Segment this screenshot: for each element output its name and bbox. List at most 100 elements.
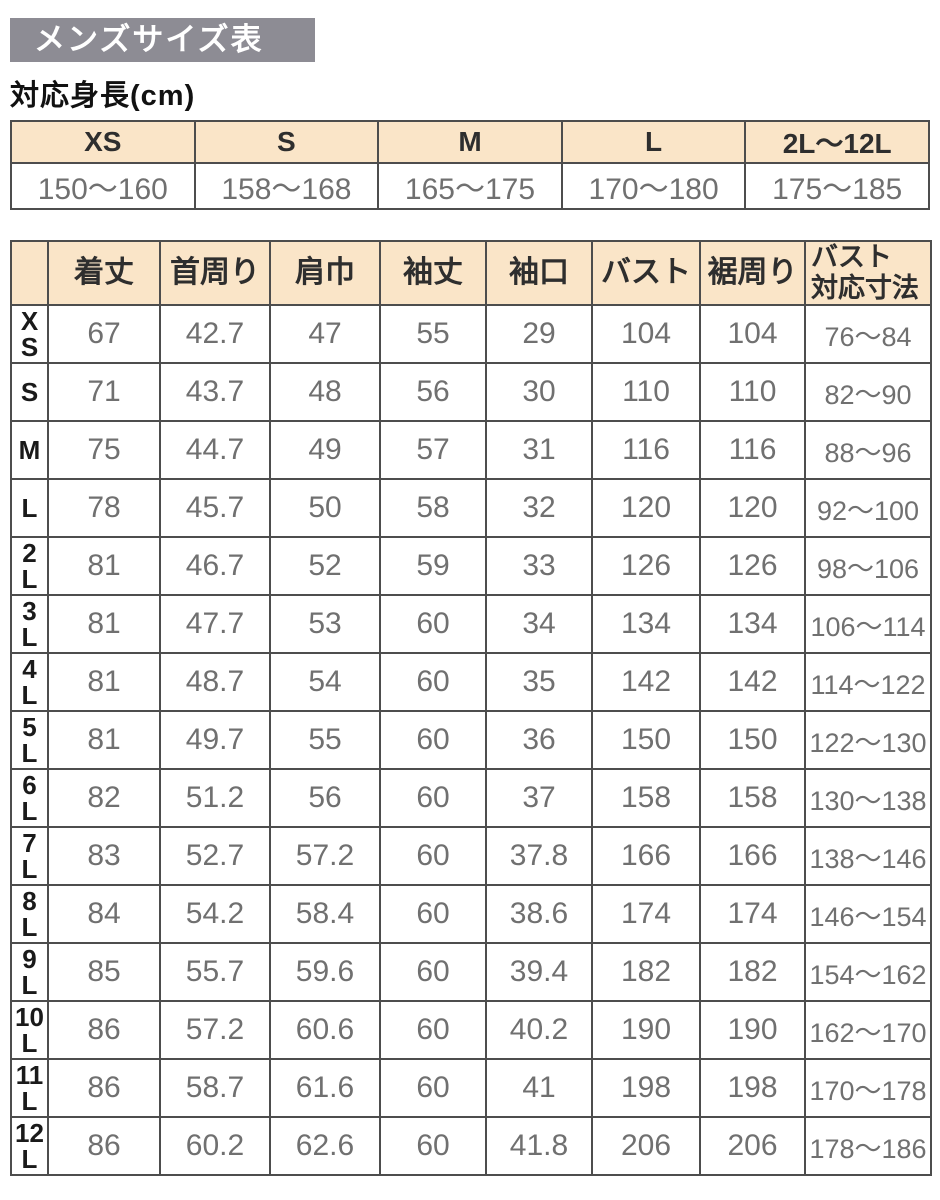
- size-value-cell: 37: [485, 768, 593, 829]
- size-table: 着丈 首周り 肩巾 袖丈 袖口 バスト 裾周り バスト 対応寸法 X S 67 42.7 47 55 2…: [10, 239, 932, 1177]
- size-table-row: X S 67 42.7 47 55 29 104 104 76～84: [10, 304, 932, 365]
- size-value-cell: 58.4: [269, 884, 381, 945]
- size-row-label: 10 L: [10, 1000, 49, 1061]
- size-value-cell: 71: [47, 362, 161, 423]
- size-value-cell: 150: [591, 710, 701, 771]
- size-table-row: 7 L 83 52.7 57.2 60 37.8 166 166 138～146: [10, 826, 932, 887]
- size-col-header: 袖丈: [379, 239, 487, 307]
- size-value-cell: 55: [269, 710, 381, 771]
- size-col-header: 着丈: [47, 239, 161, 307]
- size-table-row: S 71 43.7 48 56 30 110 110 82～90: [10, 362, 932, 423]
- size-row-label: 11 L: [10, 1058, 49, 1119]
- size-value-cell: 56: [379, 362, 487, 423]
- size-value-cell: 39.4: [485, 942, 593, 1003]
- size-value-cell: 60: [379, 710, 487, 771]
- size-col-header: バスト: [591, 239, 701, 307]
- size-value-cell: 48.7: [159, 652, 271, 713]
- size-col-header: バスト 対応寸法: [804, 239, 932, 307]
- height-col-header: 2L～12L: [744, 120, 930, 164]
- size-col-header: 肩巾: [269, 239, 381, 307]
- size-value-cell: 75: [47, 420, 161, 481]
- size-value-cell: 104: [591, 304, 701, 365]
- size-value-cell: 120: [699, 478, 806, 539]
- size-value-cell: 57.2: [159, 1000, 271, 1061]
- size-row-label: 7 L: [10, 826, 49, 887]
- size-value-cell: 60: [379, 1058, 487, 1119]
- size-value-cell: 134: [591, 594, 701, 655]
- size-value-cell: 31: [485, 420, 593, 481]
- size-value-cell: 50: [269, 478, 381, 539]
- size-value-cell: 162～170: [804, 1000, 932, 1061]
- size-value-cell: 198: [699, 1058, 806, 1119]
- size-value-cell: 206: [591, 1116, 701, 1177]
- height-table: XS S M L 2L～12L 150～160 158～168 165～175 170～180…: [10, 120, 930, 210]
- size-value-cell: 82: [47, 768, 161, 829]
- size-value-cell: 49: [269, 420, 381, 481]
- size-value-cell: 58: [379, 478, 487, 539]
- size-value-cell: 58.7: [159, 1058, 271, 1119]
- size-row-label: 4 L: [10, 652, 49, 713]
- size-col-header: 裾周り: [699, 239, 806, 307]
- size-value-cell: 36: [485, 710, 593, 771]
- size-value-cell: 110: [699, 362, 806, 423]
- size-row-label: 3 L: [10, 594, 49, 655]
- size-value-cell: 60.2: [159, 1116, 271, 1177]
- size-value-cell: 138～146: [804, 826, 932, 887]
- size-value-cell: 44.7: [159, 420, 271, 481]
- size-table-row: 6 L 82 51.2 56 60 37 158 158 130～138: [10, 768, 932, 829]
- size-value-cell: 174: [591, 884, 701, 945]
- size-table-row: 8 L 84 54.2 58.4 60 38.6 174 174 146～154: [10, 884, 932, 945]
- page-title: メンズサイズ表: [10, 18, 315, 62]
- size-value-cell: 67: [47, 304, 161, 365]
- size-value-cell: 182: [699, 942, 806, 1003]
- size-value-cell: 54: [269, 652, 381, 713]
- size-value-cell: 49.7: [159, 710, 271, 771]
- size-value-cell: 110: [591, 362, 701, 423]
- size-value-cell: 37.8: [485, 826, 593, 887]
- size-value-cell: 178～186: [804, 1116, 932, 1177]
- size-value-cell: 104: [699, 304, 806, 365]
- size-value-cell: 190: [699, 1000, 806, 1061]
- size-value-cell: 81: [47, 652, 161, 713]
- size-value-cell: 166: [591, 826, 701, 887]
- size-value-cell: 142: [591, 652, 701, 713]
- size-value-cell: 34: [485, 594, 593, 655]
- size-value-cell: 190: [591, 1000, 701, 1061]
- height-range-cell: 175～185: [744, 162, 930, 210]
- size-value-cell: 126: [699, 536, 806, 597]
- size-value-cell: 60: [379, 942, 487, 1003]
- size-value-cell: 76～84: [804, 304, 932, 365]
- size-table-row: 9 L 85 55.7 59.6 60 39.4 182 182 154～162: [10, 942, 932, 1003]
- size-table-row: 11 L 86 58.7 61.6 60 41 198 198 170～178: [10, 1058, 932, 1119]
- size-table-row: L 78 45.7 50 58 32 120 120 92～100: [10, 478, 932, 539]
- size-value-cell: 46.7: [159, 536, 271, 597]
- size-value-cell: 158: [591, 768, 701, 829]
- size-value-cell: 116: [699, 420, 806, 481]
- size-col-header: 袖口: [485, 239, 593, 307]
- size-row-label: 5 L: [10, 710, 49, 771]
- size-value-cell: 35: [485, 652, 593, 713]
- size-value-cell: 114～122: [804, 652, 932, 713]
- size-table-row: 4 L 81 48.7 54 60 35 142 142 114～122: [10, 652, 932, 713]
- size-value-cell: 57: [379, 420, 487, 481]
- size-value-cell: 41.8: [485, 1116, 593, 1177]
- size-value-cell: 92～100: [804, 478, 932, 539]
- size-value-cell: 106～114: [804, 594, 932, 655]
- height-range-cell: 158～168: [193, 162, 380, 210]
- size-row-label: M: [10, 420, 49, 481]
- height-range-cell: 170～180: [560, 162, 747, 210]
- size-table-row: 2 L 81 46.7 52 59 33 126 126 98～106: [10, 536, 932, 597]
- size-value-cell: 170～178: [804, 1058, 932, 1119]
- size-value-cell: 47.7: [159, 594, 271, 655]
- height-table-caption: 対応身長(cm): [10, 80, 196, 112]
- size-value-cell: 38.6: [485, 884, 593, 945]
- height-col-header: M: [377, 120, 563, 164]
- size-row-label: L: [10, 478, 49, 539]
- size-value-cell: 32: [485, 478, 593, 539]
- size-row-label: S: [10, 362, 49, 423]
- size-value-cell: 47: [269, 304, 381, 365]
- size-value-cell: 82～90: [804, 362, 932, 423]
- size-value-cell: 130～138: [804, 768, 932, 829]
- size-value-cell: 30: [485, 362, 593, 423]
